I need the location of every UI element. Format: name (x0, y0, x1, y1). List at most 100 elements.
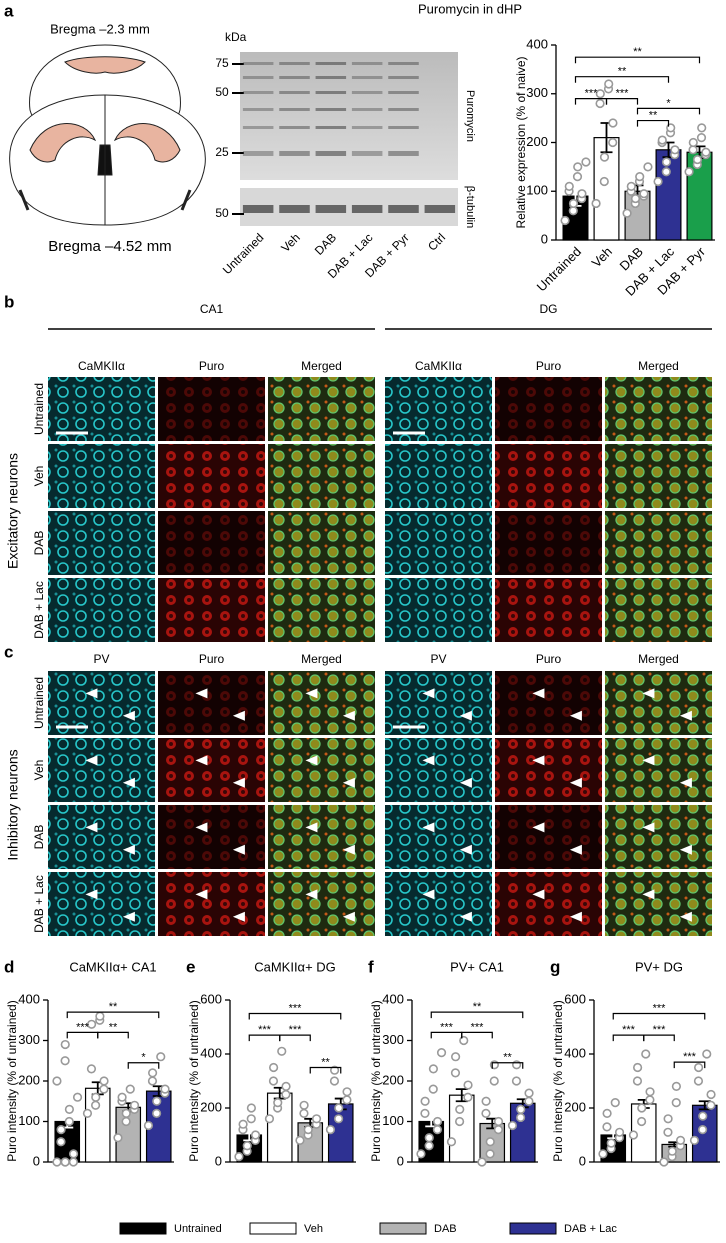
region-label: DG (540, 302, 558, 316)
blot-band (388, 205, 419, 213)
blot-band (279, 91, 310, 94)
panel-letter: d (4, 957, 14, 976)
micrograph-signal (158, 738, 265, 802)
data-point (573, 162, 583, 172)
chart-title: CaMKIIα+ CA1 (69, 959, 156, 974)
lane-label: Ctrl (425, 230, 448, 253)
data-point (459, 1035, 469, 1046)
chart-title: PV+ CA1 (450, 959, 504, 974)
y-axis-label: Puro intensity (% of untrained) (5, 1000, 19, 1161)
data-point (485, 1149, 495, 1159)
data-point (95, 1011, 105, 1021)
significance-label: *** (289, 1024, 303, 1036)
micrograph-signal (495, 671, 602, 735)
micrograph-signal (268, 671, 375, 735)
data-point (516, 1112, 526, 1123)
data-point (82, 1108, 93, 1118)
chart-title: CaMKIIα+ DG (254, 959, 336, 974)
micrograph-signal (605, 872, 712, 936)
panel-letter: e (186, 957, 195, 976)
row-label: Untrained (32, 383, 46, 435)
data-point (455, 1116, 465, 1127)
data-point (645, 1095, 655, 1105)
arrowhead (569, 710, 582, 721)
blot-band (315, 126, 347, 129)
y-tick-label: 0 (397, 1153, 404, 1168)
marker-label: 50 (215, 85, 229, 99)
arrowhead (122, 777, 135, 788)
data-point (595, 89, 605, 99)
data-point (572, 172, 583, 182)
column-label: Puro (536, 652, 562, 666)
blot-band (315, 205, 347, 213)
column-label: PV (430, 652, 446, 666)
micrograph-signal (158, 671, 265, 735)
blot-band (242, 205, 274, 213)
micrograph-signal (268, 444, 375, 508)
data-point (602, 1122, 612, 1132)
data-point (661, 157, 672, 167)
data-point (633, 1062, 643, 1073)
blot-band (279, 126, 310, 129)
data-point (643, 162, 653, 172)
legend-label: DAB (434, 1223, 457, 1235)
data-point (342, 1095, 352, 1105)
legend-label: DAB + Lac (564, 1223, 617, 1235)
significance-bracket (636, 119, 670, 127)
arrowhead (422, 755, 435, 766)
data-point (481, 1108, 491, 1118)
data-point (524, 1088, 534, 1098)
data-point (675, 1135, 686, 1145)
data-point (635, 172, 645, 182)
arrowhead (232, 777, 245, 788)
panel-letter: a (4, 1, 14, 20)
y-tick-label: 600 (200, 991, 222, 1006)
y-tick-label: 200 (200, 1099, 222, 1114)
significance-label: *** (616, 88, 630, 100)
micrograph-signal (495, 444, 602, 508)
arrowhead (459, 844, 472, 855)
significance-label: *** (471, 1021, 485, 1033)
data-point (147, 1076, 158, 1086)
arrowhead (232, 844, 245, 855)
arrowhead (459, 710, 472, 721)
micrograph-signal (385, 511, 492, 575)
data-point (689, 1135, 700, 1145)
data-point (663, 1127, 673, 1137)
arrowhead (532, 755, 545, 766)
data-point (56, 1137, 66, 1147)
blot-band (315, 151, 347, 156)
data-point (281, 1089, 291, 1100)
data-point (242, 1141, 252, 1151)
significance-label: ** (109, 1021, 118, 1033)
column-label: CaMKIIα (415, 359, 462, 373)
data-point (595, 98, 605, 109)
data-point (52, 1076, 62, 1086)
data-point (626, 181, 636, 191)
data-point (64, 1104, 74, 1114)
micrograph-signal (385, 377, 492, 441)
arrowhead (85, 889, 98, 900)
significance-label: *** (683, 1051, 697, 1063)
legend-swatch (249, 1222, 297, 1235)
data-point (485, 1137, 495, 1147)
significance-bracket (636, 107, 701, 115)
data-point (639, 189, 649, 199)
significance-bracket (66, 1011, 160, 1019)
brain-schematic (9, 44, 206, 226)
y-axis-label: Puro intensity (% of untrained) (369, 1000, 383, 1161)
significance-bracket (605, 98, 639, 105)
blot-band (279, 205, 310, 213)
y-tick-label: 300 (18, 1032, 40, 1047)
data-point (581, 157, 591, 167)
data-point (659, 1157, 669, 1167)
significance-bracket (673, 1061, 706, 1069)
data-point (295, 1135, 305, 1145)
significance-bracket (127, 1062, 160, 1069)
blot-band (242, 76, 274, 79)
column-label: Merged (301, 359, 342, 373)
blot-band (388, 62, 419, 65)
data-point (424, 1133, 434, 1143)
row-label: Untrained (32, 677, 46, 729)
